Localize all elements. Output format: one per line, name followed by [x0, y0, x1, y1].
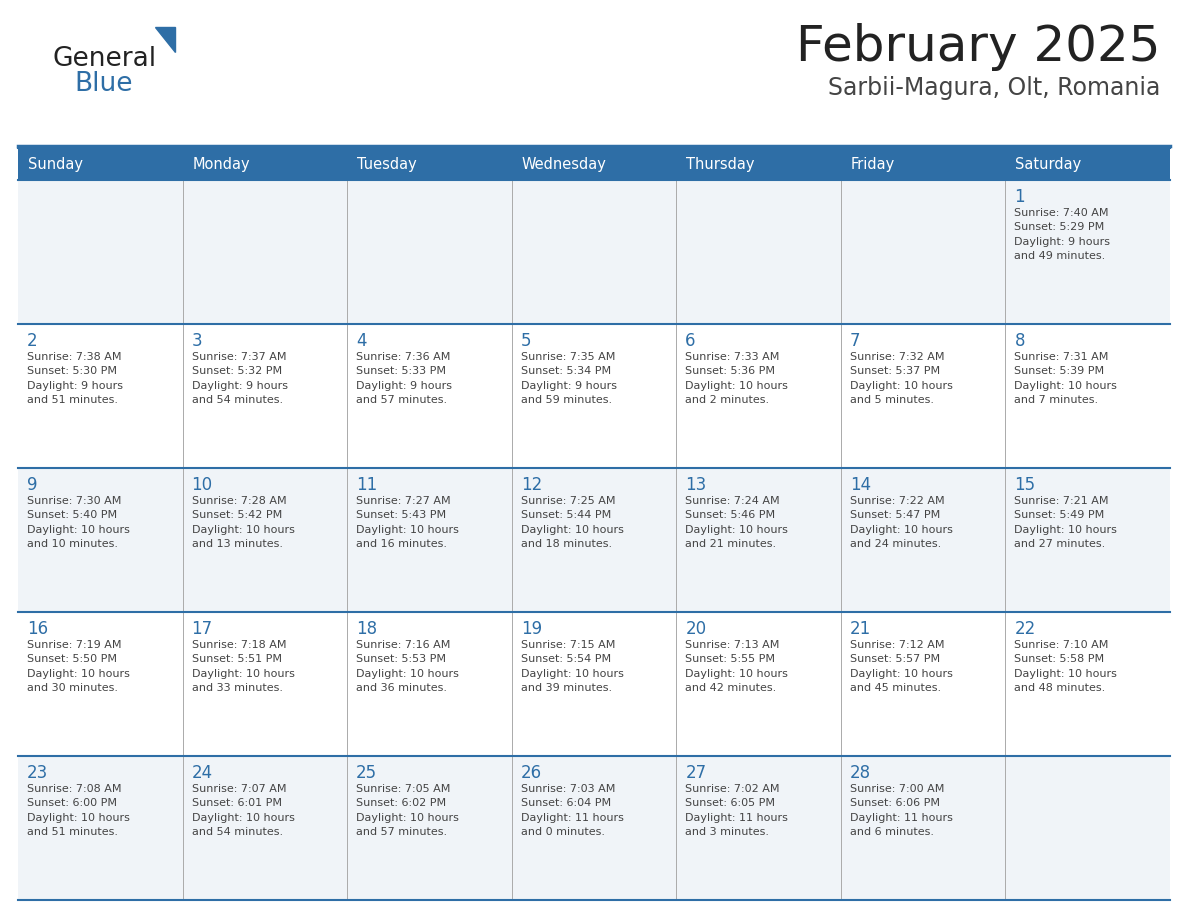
Text: 14: 14: [849, 476, 871, 494]
Text: Sunrise: 7:36 AM
Sunset: 5:33 PM
Daylight: 9 hours
and 57 minutes.: Sunrise: 7:36 AM Sunset: 5:33 PM Dayligh…: [356, 352, 453, 405]
Text: Sunrise: 7:40 AM
Sunset: 5:29 PM
Daylight: 9 hours
and 49 minutes.: Sunrise: 7:40 AM Sunset: 5:29 PM Dayligh…: [1015, 208, 1111, 262]
Text: Sunrise: 7:30 AM
Sunset: 5:40 PM
Daylight: 10 hours
and 10 minutes.: Sunrise: 7:30 AM Sunset: 5:40 PM Dayligh…: [27, 496, 129, 549]
Text: 17: 17: [191, 620, 213, 638]
Text: Sunrise: 7:37 AM
Sunset: 5:32 PM
Daylight: 9 hours
and 54 minutes.: Sunrise: 7:37 AM Sunset: 5:32 PM Dayligh…: [191, 352, 287, 405]
Text: 8: 8: [1015, 332, 1025, 350]
Text: Sunrise: 7:38 AM
Sunset: 5:30 PM
Daylight: 9 hours
and 51 minutes.: Sunrise: 7:38 AM Sunset: 5:30 PM Dayligh…: [27, 352, 124, 405]
Text: Sunrise: 7:07 AM
Sunset: 6:01 PM
Daylight: 10 hours
and 54 minutes.: Sunrise: 7:07 AM Sunset: 6:01 PM Dayligh…: [191, 784, 295, 837]
Text: Blue: Blue: [74, 71, 133, 97]
Text: 13: 13: [685, 476, 707, 494]
Text: Sunrise: 7:28 AM
Sunset: 5:42 PM
Daylight: 10 hours
and 13 minutes.: Sunrise: 7:28 AM Sunset: 5:42 PM Dayligh…: [191, 496, 295, 549]
Text: Sunrise: 7:24 AM
Sunset: 5:46 PM
Daylight: 10 hours
and 21 minutes.: Sunrise: 7:24 AM Sunset: 5:46 PM Dayligh…: [685, 496, 788, 549]
Text: 28: 28: [849, 764, 871, 782]
Text: 2: 2: [27, 332, 38, 350]
Text: Wednesday: Wednesday: [522, 156, 607, 172]
Text: 26: 26: [520, 764, 542, 782]
Text: 10: 10: [191, 476, 213, 494]
Text: 1: 1: [1015, 188, 1025, 206]
Text: 20: 20: [685, 620, 707, 638]
Bar: [18, 324, 1170, 468]
Text: 15: 15: [1015, 476, 1036, 494]
Text: Sunrise: 7:15 AM
Sunset: 5:54 PM
Daylight: 10 hours
and 39 minutes.: Sunrise: 7:15 AM Sunset: 5:54 PM Dayligh…: [520, 640, 624, 693]
Bar: [18, 756, 1170, 900]
Text: Saturday: Saturday: [1016, 156, 1082, 172]
Text: Friday: Friday: [851, 156, 895, 172]
Bar: [18, 612, 1170, 756]
Text: 12: 12: [520, 476, 542, 494]
Text: Sunrise: 7:25 AM
Sunset: 5:44 PM
Daylight: 10 hours
and 18 minutes.: Sunrise: 7:25 AM Sunset: 5:44 PM Dayligh…: [520, 496, 624, 549]
Text: 27: 27: [685, 764, 707, 782]
Text: 23: 23: [27, 764, 49, 782]
Text: 22: 22: [1015, 620, 1036, 638]
Text: 9: 9: [27, 476, 38, 494]
Text: Sunrise: 7:35 AM
Sunset: 5:34 PM
Daylight: 9 hours
and 59 minutes.: Sunrise: 7:35 AM Sunset: 5:34 PM Dayligh…: [520, 352, 617, 405]
Text: Sunrise: 7:32 AM
Sunset: 5:37 PM
Daylight: 10 hours
and 5 minutes.: Sunrise: 7:32 AM Sunset: 5:37 PM Dayligh…: [849, 352, 953, 405]
Text: Sunrise: 7:02 AM
Sunset: 6:05 PM
Daylight: 11 hours
and 3 minutes.: Sunrise: 7:02 AM Sunset: 6:05 PM Dayligh…: [685, 784, 788, 837]
Text: Monday: Monday: [192, 156, 251, 172]
Text: Sunrise: 7:16 AM
Sunset: 5:53 PM
Daylight: 10 hours
and 36 minutes.: Sunrise: 7:16 AM Sunset: 5:53 PM Dayligh…: [356, 640, 459, 693]
Text: 4: 4: [356, 332, 367, 350]
Text: 11: 11: [356, 476, 378, 494]
Text: Thursday: Thursday: [687, 156, 754, 172]
Text: February 2025: February 2025: [796, 23, 1159, 71]
Text: 19: 19: [520, 620, 542, 638]
Text: Sunrise: 7:33 AM
Sunset: 5:36 PM
Daylight: 10 hours
and 2 minutes.: Sunrise: 7:33 AM Sunset: 5:36 PM Dayligh…: [685, 352, 788, 405]
Text: Sunrise: 7:05 AM
Sunset: 6:02 PM
Daylight: 10 hours
and 57 minutes.: Sunrise: 7:05 AM Sunset: 6:02 PM Dayligh…: [356, 784, 459, 837]
Bar: [18, 148, 1170, 180]
Text: Sunrise: 7:21 AM
Sunset: 5:49 PM
Daylight: 10 hours
and 27 minutes.: Sunrise: 7:21 AM Sunset: 5:49 PM Dayligh…: [1015, 496, 1117, 549]
Text: 7: 7: [849, 332, 860, 350]
Text: Sunrise: 7:18 AM
Sunset: 5:51 PM
Daylight: 10 hours
and 33 minutes.: Sunrise: 7:18 AM Sunset: 5:51 PM Dayligh…: [191, 640, 295, 693]
Text: Sunrise: 7:13 AM
Sunset: 5:55 PM
Daylight: 10 hours
and 42 minutes.: Sunrise: 7:13 AM Sunset: 5:55 PM Dayligh…: [685, 640, 788, 693]
Text: Sunday: Sunday: [29, 156, 83, 172]
Text: Sunrise: 7:10 AM
Sunset: 5:58 PM
Daylight: 10 hours
and 48 minutes.: Sunrise: 7:10 AM Sunset: 5:58 PM Dayligh…: [1015, 640, 1117, 693]
Text: Sunrise: 7:27 AM
Sunset: 5:43 PM
Daylight: 10 hours
and 16 minutes.: Sunrise: 7:27 AM Sunset: 5:43 PM Dayligh…: [356, 496, 459, 549]
Text: 18: 18: [356, 620, 378, 638]
Text: Sunrise: 7:08 AM
Sunset: 6:00 PM
Daylight: 10 hours
and 51 minutes.: Sunrise: 7:08 AM Sunset: 6:00 PM Dayligh…: [27, 784, 129, 837]
Text: 5: 5: [520, 332, 531, 350]
Text: 25: 25: [356, 764, 378, 782]
Polygon shape: [154, 27, 175, 52]
Text: 24: 24: [191, 764, 213, 782]
Text: Sunrise: 7:19 AM
Sunset: 5:50 PM
Daylight: 10 hours
and 30 minutes.: Sunrise: 7:19 AM Sunset: 5:50 PM Dayligh…: [27, 640, 129, 693]
Text: General: General: [52, 46, 156, 72]
Text: Sarbii-Magura, Olt, Romania: Sarbii-Magura, Olt, Romania: [828, 76, 1159, 100]
Text: 3: 3: [191, 332, 202, 350]
Text: Sunrise: 7:00 AM
Sunset: 6:06 PM
Daylight: 11 hours
and 6 minutes.: Sunrise: 7:00 AM Sunset: 6:06 PM Dayligh…: [849, 784, 953, 837]
Text: 6: 6: [685, 332, 696, 350]
Text: Tuesday: Tuesday: [358, 156, 417, 172]
Text: 16: 16: [27, 620, 49, 638]
Text: Sunrise: 7:31 AM
Sunset: 5:39 PM
Daylight: 10 hours
and 7 minutes.: Sunrise: 7:31 AM Sunset: 5:39 PM Dayligh…: [1015, 352, 1117, 405]
Text: Sunrise: 7:03 AM
Sunset: 6:04 PM
Daylight: 11 hours
and 0 minutes.: Sunrise: 7:03 AM Sunset: 6:04 PM Dayligh…: [520, 784, 624, 837]
Bar: [18, 468, 1170, 612]
Text: Sunrise: 7:22 AM
Sunset: 5:47 PM
Daylight: 10 hours
and 24 minutes.: Sunrise: 7:22 AM Sunset: 5:47 PM Dayligh…: [849, 496, 953, 549]
Text: 21: 21: [849, 620, 871, 638]
Bar: [18, 180, 1170, 324]
Text: Sunrise: 7:12 AM
Sunset: 5:57 PM
Daylight: 10 hours
and 45 minutes.: Sunrise: 7:12 AM Sunset: 5:57 PM Dayligh…: [849, 640, 953, 693]
